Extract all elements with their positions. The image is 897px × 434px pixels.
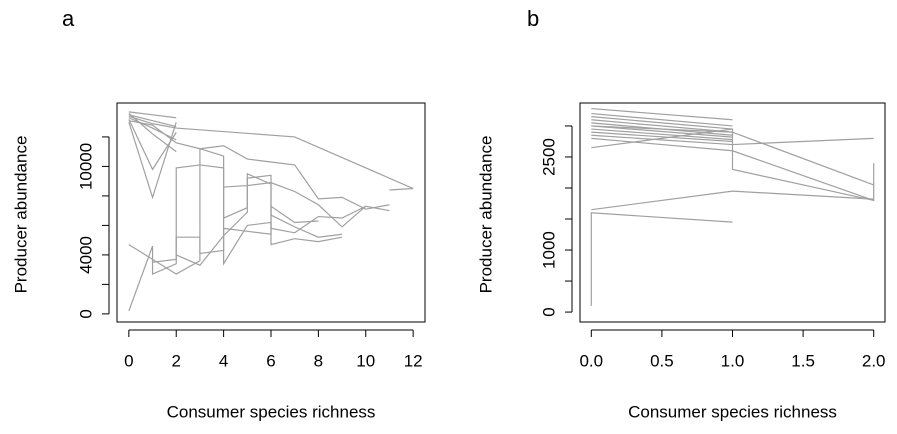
y-tick-label: 10000	[76, 143, 95, 190]
y-tick-label: 4000	[76, 236, 95, 274]
data-line	[128, 114, 177, 128]
x-tick-label: 1.0	[721, 351, 745, 370]
data-line	[128, 117, 177, 141]
data-line	[591, 107, 733, 121]
panel-label: a	[62, 6, 75, 31]
data-line	[590, 212, 733, 306]
x-axis-title: Consumer species richness	[167, 402, 376, 421]
x-tick-label: 2.0	[862, 351, 886, 370]
y-tick-label: 2500	[539, 138, 558, 176]
data-line	[591, 190, 874, 211]
data-line	[128, 120, 390, 210]
x-tick-label: 2	[171, 351, 180, 370]
data-line	[591, 128, 733, 141]
y-axis-title: Producer abundance	[476, 136, 495, 294]
y-tick-label: 0	[76, 309, 95, 318]
data-line	[128, 147, 343, 275]
data-line	[591, 119, 733, 133]
plot-box	[579, 102, 886, 323]
y-axis-title: Producer abundance	[11, 136, 30, 294]
data-line	[152, 164, 367, 263]
data-line	[591, 125, 733, 138]
data-line	[591, 116, 733, 130]
data-line	[175, 174, 343, 266]
data-line	[223, 182, 390, 228]
panel-label: b	[527, 6, 539, 31]
data-line	[591, 112, 733, 127]
plot-box	[116, 102, 426, 323]
x-tick-label: 0	[124, 351, 133, 370]
x-tick-label: 0.0	[579, 351, 603, 370]
x-tick-label: 6	[266, 351, 275, 370]
x-tick-label: 1.5	[791, 351, 815, 370]
x-tick-label: 12	[404, 351, 423, 370]
data-line	[591, 125, 874, 186]
data-line	[128, 111, 177, 119]
y-tick-label: 1000	[539, 231, 558, 269]
data-line	[128, 121, 177, 200]
data-line	[591, 131, 733, 143]
x-tick-label: 8	[314, 351, 323, 370]
x-tick-label: 10	[356, 351, 375, 370]
data-line	[591, 128, 875, 202]
x-axis-title: Consumer species richness	[628, 402, 837, 421]
y-tick-label: 0	[539, 307, 558, 316]
data-line	[128, 115, 414, 191]
x-tick-label: 0.5	[650, 351, 674, 370]
data-line	[128, 118, 177, 171]
x-tick-label: 4	[219, 351, 228, 370]
